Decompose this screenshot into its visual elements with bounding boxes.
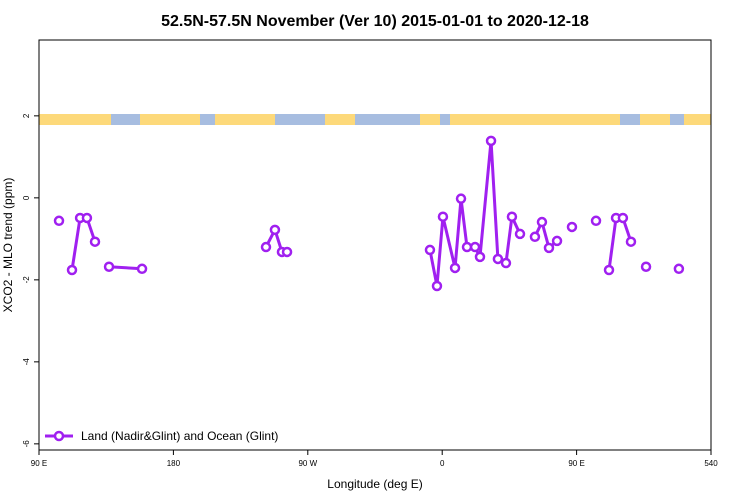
data-point <box>269 224 281 236</box>
data-point <box>617 212 629 224</box>
legend-marker <box>53 430 65 442</box>
data-point <box>424 244 436 256</box>
x-tick-label: 0 <box>440 459 445 468</box>
data-point <box>89 236 101 247</box>
x-tick-label: 90 W <box>298 459 317 468</box>
chart-title: 52.5N-57.5N November (Ver 10) 2015-01-01… <box>161 13 589 30</box>
data-point <box>566 221 578 233</box>
data-point <box>136 263 148 275</box>
x-tick-label: 90 E <box>31 459 47 468</box>
plot-frame <box>38 39 712 451</box>
data-point <box>500 257 512 269</box>
data-point <box>53 215 65 227</box>
data-point <box>514 228 526 240</box>
data-point <box>66 264 78 276</box>
data-point <box>543 242 555 254</box>
x-tick-label: 90 E <box>568 459 584 468</box>
data-point <box>437 211 449 222</box>
data-point <box>492 253 504 265</box>
data-line <box>533 217 559 251</box>
data-point <box>455 193 467 204</box>
y-tick-label: -2 <box>22 276 31 284</box>
data-point <box>485 135 497 147</box>
data-point <box>529 231 541 243</box>
data-point <box>449 262 461 274</box>
data-point <box>536 216 548 228</box>
x-tick-label: 180 <box>167 459 181 468</box>
data-point <box>461 241 473 253</box>
x-tick-label: 540 <box>704 459 718 468</box>
data-point <box>103 261 115 272</box>
y-tick-label: 2 <box>22 113 31 118</box>
y-tick-label: -4 <box>22 358 31 366</box>
data-point <box>673 263 685 275</box>
data-point <box>506 211 518 222</box>
y-tick-label: 0 <box>22 195 31 200</box>
data-point <box>260 241 272 253</box>
data-point <box>81 212 93 224</box>
data-point <box>603 264 615 276</box>
y-tick-label: -6 <box>22 440 31 448</box>
data-point <box>281 246 293 258</box>
data-point <box>625 236 637 247</box>
data-point <box>640 261 652 272</box>
x-axis-label: Longitude (deg E) <box>327 477 422 491</box>
data-point <box>431 280 443 292</box>
data-point <box>551 235 563 247</box>
legend-label: Land (Nadir&Glint) and Ocean (Glint) <box>81 429 278 443</box>
data-point <box>469 241 481 253</box>
y-axis-label: XCO2 - MLO trend (ppm) <box>1 178 15 313</box>
data-line <box>108 265 143 271</box>
data-point <box>590 215 602 227</box>
data-point <box>474 251 486 263</box>
land-ocean-strip <box>39 114 711 125</box>
